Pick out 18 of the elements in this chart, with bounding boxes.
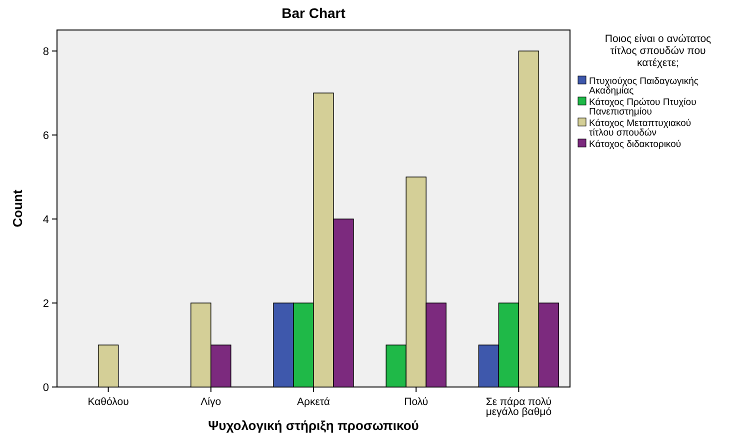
y-tick-label: 4 [42,214,49,226]
chart-title: Bar Chart [282,5,346,21]
y-axis-title: Count [10,189,25,228]
x-axis-title: Ψυχολογική στήριξη προσωπικού [208,418,420,433]
legend-label: Κάτοχος Πρώτου Πτυχίου Πανεπιστημίου [589,97,696,118]
x-tick-label: Καθόλου [88,396,130,408]
x-tick-label: Αρκετά [297,396,330,408]
legend-label: Πτυχιούχος Παιδαγωγικής Ακαδημίας [589,76,699,96]
y-tick-label: 6 [42,130,49,142]
y-tick-label: 2 [42,298,49,310]
legend-title: Ποιος είναι ο ανώτατος τίτλος σπουδών που κατέχετε; [604,33,712,69]
x-tick-label: Σε πάρα πολύ μεγάλο βαθμό [486,396,552,418]
legend-label: Κάτοχος Μεταπτυχιακού τίτλου σπουδών [589,118,692,138]
x-tick-label: Πολύ [404,396,428,408]
y-tick-label: 0 [42,382,49,394]
y-tick-label: 8 [42,46,49,58]
legend-label: Κάτοχος διδακτορικού [589,139,682,150]
x-tick-label: Λίγο [200,396,222,408]
